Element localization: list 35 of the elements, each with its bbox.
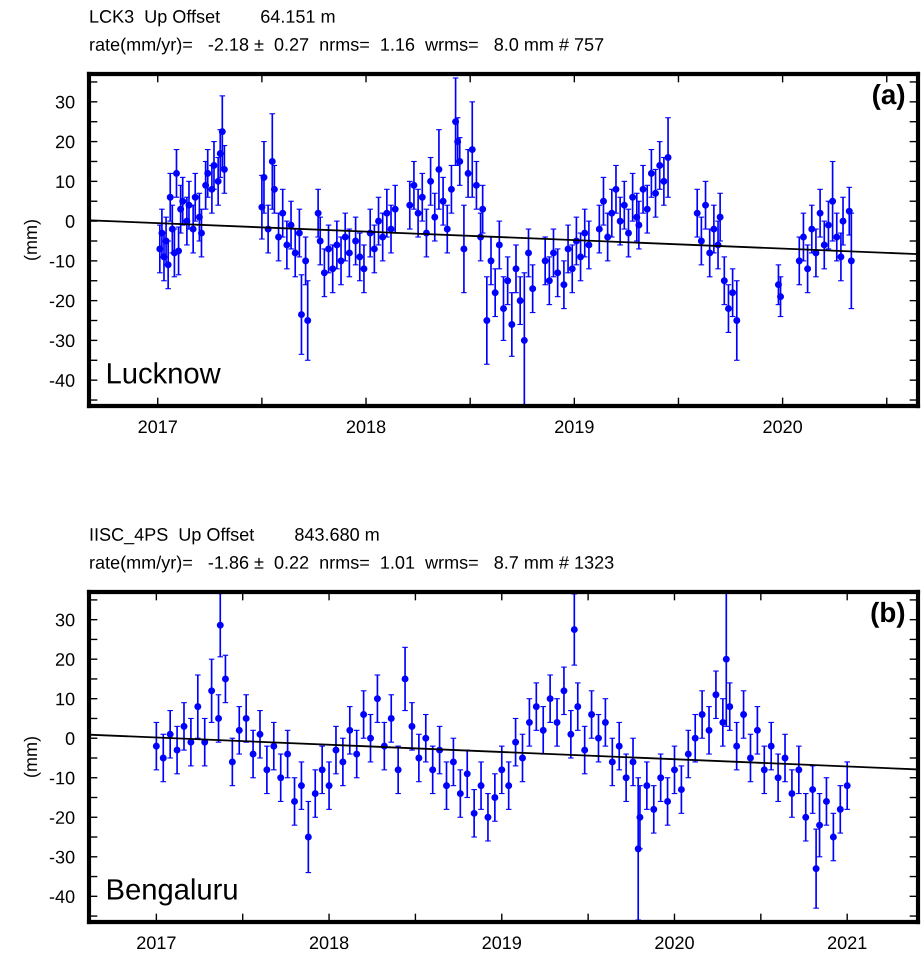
y-tick-label: -20 xyxy=(50,811,74,824)
y-tick-label: 0 xyxy=(66,732,74,745)
y-tick-label: -30 xyxy=(50,334,74,348)
annotation: (b) xyxy=(871,602,904,628)
y-tick-label: 10 xyxy=(56,692,74,706)
y-axis-title: (mm) xyxy=(24,737,41,777)
annotation: (a) xyxy=(873,84,904,110)
y-axis-title: (mm) xyxy=(24,220,41,260)
x-tick-label: 2019 xyxy=(482,936,521,950)
y-tick-label: 30 xyxy=(56,96,74,109)
y-tick-label: -40 xyxy=(50,374,74,387)
y-tick-label: -30 xyxy=(50,850,74,864)
x-tick-label: 2020 xyxy=(763,420,802,434)
y-tick-label: 0 xyxy=(66,215,74,228)
y-tick-label: -10 xyxy=(50,772,74,784)
y-tick-label: 20 xyxy=(56,653,74,666)
chart-title: LCK3 Up Offset 64.151 m xyxy=(90,10,334,26)
x-tick-label: 2017 xyxy=(138,420,177,434)
y-tick-label: -10 xyxy=(50,254,74,268)
chart-title: IISC_4PS Up Offset 843.680 m xyxy=(90,528,379,544)
annotation: Bengaluru xyxy=(108,878,237,906)
x-tick-label: 2017 xyxy=(137,936,176,950)
x-tick-label: 2020 xyxy=(655,936,694,950)
x-tick-label: 2018 xyxy=(346,420,386,434)
annotation: Lucknow xyxy=(108,362,221,384)
chart-subtitle: rate(mm/yr)= -2.18 ± 0.27 nrms= 1.16 wrms= 8.0 mm # 757 xyxy=(90,38,604,54)
y-tick-label: 20 xyxy=(56,136,74,148)
x-tick-label: 2019 xyxy=(555,420,594,434)
y-tick-label: -20 xyxy=(50,294,74,308)
y-tick-label: -40 xyxy=(50,890,74,904)
x-tick-label: 2021 xyxy=(828,936,866,950)
y-tick-label: 10 xyxy=(56,175,74,188)
x-tick-label: 2018 xyxy=(310,936,348,950)
chart-subtitle: rate(mm/yr)= -1.86 ± 0.22 nrms= 1.01 wrms= 8.7 mm # 1323 xyxy=(90,556,614,572)
y-tick-label: 30 xyxy=(56,614,74,626)
